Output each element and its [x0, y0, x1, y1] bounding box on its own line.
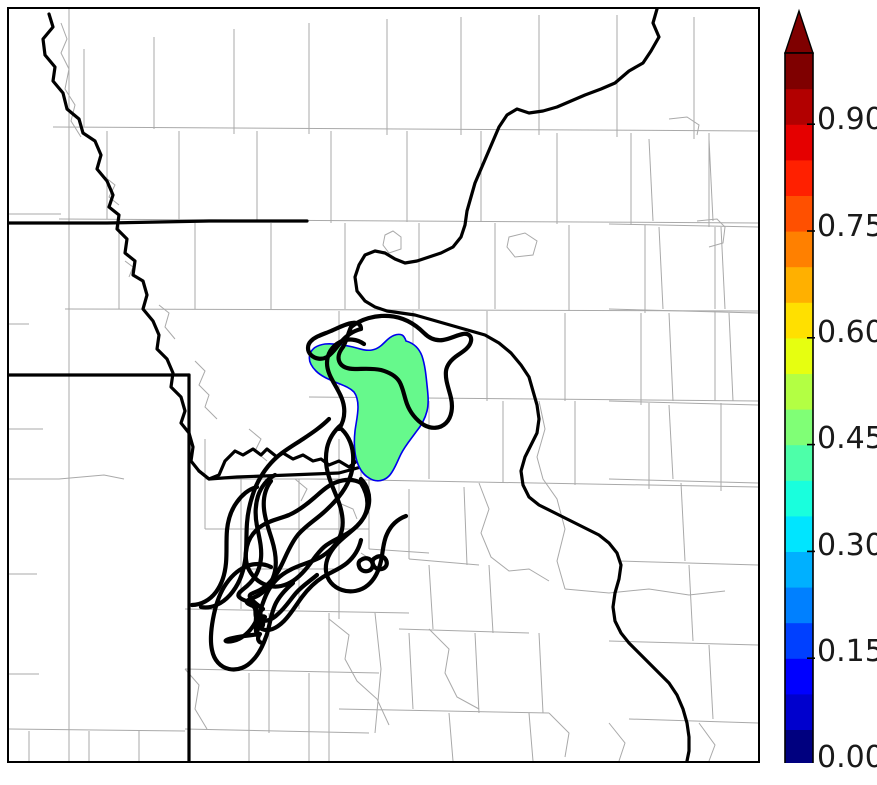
colorbar-band-13	[785, 266, 813, 303]
colorbar-tick-label-6: 0.00	[817, 740, 877, 775]
colorbar-band-15	[785, 195, 813, 232]
colorbar-band-16	[785, 159, 813, 196]
colorbar-bands	[785, 53, 813, 763]
green-probability-area	[308, 333, 429, 482]
colorbar-band-12	[785, 302, 813, 339]
colorbar-tick-label-1: 0.75	[817, 209, 877, 244]
colorbar-frame	[784, 52, 814, 763]
probability-colorbar: 0.90 0.75 0.60 0.45 0.30 0.15 0.00	[781, 7, 877, 773]
colorbar-band-10	[785, 373, 813, 410]
colorbar-band-1	[785, 693, 813, 730]
colorbar-tick-label-2: 0.60	[817, 315, 877, 350]
colorbar-band-7	[785, 480, 813, 517]
colorbar-band-14	[785, 231, 813, 268]
colorbar-ticks	[807, 123, 815, 660]
colorbar-band-0	[785, 729, 813, 763]
colorbar-band-18	[785, 88, 813, 125]
colorbar-band-2	[785, 658, 813, 695]
colorbar-tick-label-4: 0.30	[817, 528, 877, 563]
map-canvas	[9, 9, 758, 761]
colorbar-tick-label-3: 0.45	[817, 421, 877, 456]
colorbar-swatch	[784, 8, 815, 763]
colorbar-band-6	[785, 515, 813, 552]
colorbar-band-8	[785, 444, 813, 481]
map-panel	[7, 7, 760, 763]
colorbar-band-4	[785, 587, 813, 624]
colorbar-band-9	[785, 409, 813, 446]
colorbar-arrow-max	[784, 8, 814, 54]
colorbar-band-3	[785, 622, 813, 659]
colorbar-band-5	[785, 551, 813, 588]
colorbar-band-19	[785, 53, 813, 90]
colorbar-band-17	[785, 124, 813, 161]
county-boundaries	[9, 9, 758, 761]
colorbar-band-11	[785, 337, 813, 374]
colorbar-tick-label-5: 0.15	[817, 634, 877, 669]
colorbar-tick-label-0: 0.90	[817, 102, 877, 137]
black-contour-lines	[189, 313, 474, 672]
